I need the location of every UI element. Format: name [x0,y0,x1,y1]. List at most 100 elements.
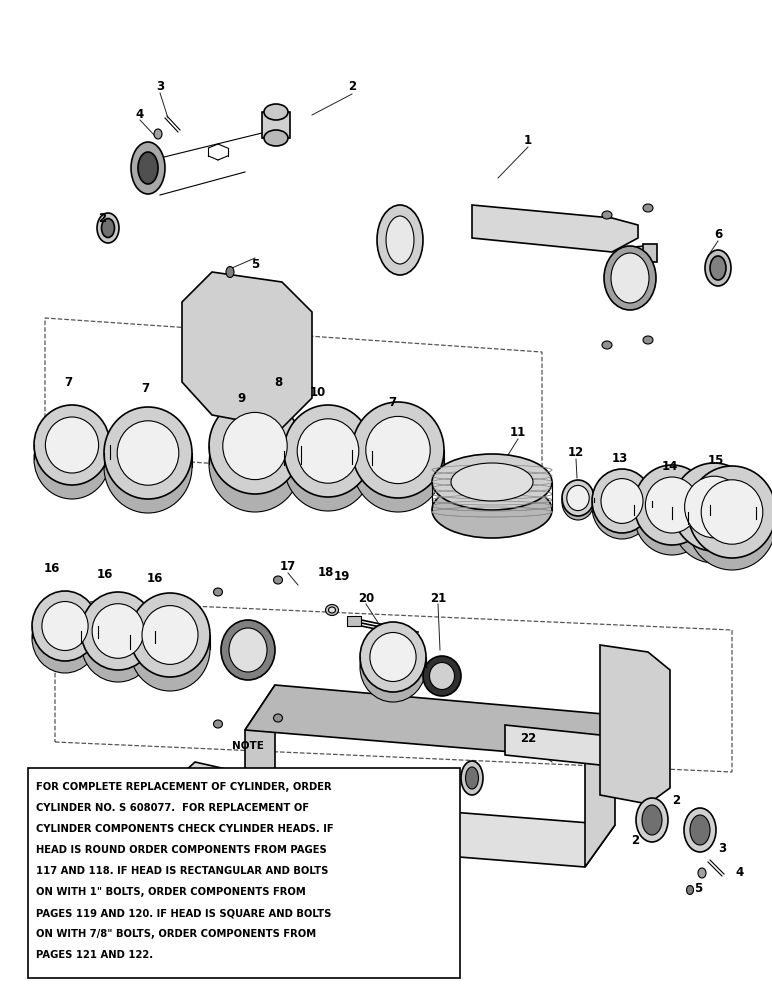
Ellipse shape [643,204,653,212]
Ellipse shape [297,419,359,483]
Ellipse shape [562,480,594,516]
Text: 11: 11 [510,426,527,438]
Ellipse shape [223,412,287,480]
Ellipse shape [672,463,756,551]
Ellipse shape [386,216,414,264]
Ellipse shape [34,419,110,499]
Ellipse shape [229,628,267,672]
Text: 7: 7 [141,381,149,394]
Ellipse shape [264,104,288,120]
Ellipse shape [101,219,114,237]
Ellipse shape [366,416,430,484]
Text: 5: 5 [694,882,702,894]
Text: 7: 7 [388,395,396,408]
Text: PAGES 119 AND 120. IF HEAD IS SQUARE AND BOLTS: PAGES 119 AND 120. IF HEAD IS SQUARE AND… [36,908,331,918]
Text: 3: 3 [156,81,164,94]
Bar [262,112,290,138]
Ellipse shape [461,761,483,795]
Text: PAGES 121 AND 122.: PAGES 121 AND 122. [36,950,153,960]
Ellipse shape [209,416,301,512]
Text: HEAD IS ROUND ORDER COMPONENTS FROM PAGES: HEAD IS ROUND ORDER COMPONENTS FROM PAGE… [36,845,327,855]
Ellipse shape [226,266,234,277]
Text: 14: 14 [662,460,678,473]
Text: 10: 10 [310,386,326,399]
Text: NOTE: NOTE [232,741,264,751]
Ellipse shape [705,250,731,286]
Ellipse shape [97,213,119,243]
Ellipse shape [611,253,649,303]
Ellipse shape [326,604,338,615]
Ellipse shape [352,416,444,512]
Ellipse shape [81,604,155,682]
Ellipse shape [688,478,772,570]
Ellipse shape [592,469,652,533]
Ellipse shape [32,603,98,673]
Ellipse shape [117,421,179,485]
Ellipse shape [131,142,165,194]
Ellipse shape [604,246,656,310]
Ellipse shape [273,714,283,722]
Bar [347,616,361,626]
Polygon shape [472,205,638,252]
Ellipse shape [701,480,763,544]
Ellipse shape [423,656,461,696]
Text: 3: 3 [718,842,726,854]
Polygon shape [245,798,615,867]
Text: 16: 16 [147,572,163,584]
Ellipse shape [688,466,772,558]
Ellipse shape [370,633,416,682]
Ellipse shape [634,475,710,555]
Ellipse shape [46,417,99,473]
Text: 22: 22 [520,732,536,744]
Text: 5: 5 [251,258,259,271]
Ellipse shape [643,336,653,344]
Ellipse shape [329,607,336,613]
Ellipse shape [690,815,710,845]
Text: 2: 2 [98,212,106,225]
Ellipse shape [130,593,210,677]
Polygon shape [245,685,615,758]
Polygon shape [182,272,312,428]
Text: 4: 4 [736,865,744,879]
Ellipse shape [142,606,198,664]
Ellipse shape [377,205,423,275]
Text: 12: 12 [568,446,584,458]
Text: 13: 13 [612,452,628,464]
Text: 7: 7 [64,375,72,388]
Text: 18: 18 [318,566,334,578]
Ellipse shape [34,405,110,485]
Bar [28,768,460,978]
Ellipse shape [104,421,192,513]
Text: ON WITH 7/8" BOLTS, ORDER COMPONENTS FROM: ON WITH 7/8" BOLTS, ORDER COMPONENTS FRO… [36,929,316,939]
Ellipse shape [221,620,275,680]
Ellipse shape [32,591,98,661]
Ellipse shape [642,805,662,835]
Text: FOR COMPLETE REPLACEMENT OF CYLINDER, ORDER: FOR COMPLETE REPLACEMENT OF CYLINDER, OR… [36,782,332,792]
Text: 9: 9 [238,391,246,404]
Ellipse shape [672,475,756,563]
Bar [643,244,657,262]
Ellipse shape [360,622,426,692]
Text: 16: 16 [44,562,60,574]
Text: 2: 2 [631,834,639,846]
Ellipse shape [601,479,643,523]
Text: 20: 20 [358,591,374,604]
Ellipse shape [451,463,533,501]
Text: 6: 6 [714,229,722,241]
Ellipse shape [645,477,699,533]
Ellipse shape [432,482,552,538]
Text: 4: 4 [136,108,144,121]
Text: 1: 1 [524,133,532,146]
Text: CYLINDER NO. S 608077.  FOR REPLACEMENT OF: CYLINDER NO. S 608077. FOR REPLACEMENT O… [36,803,309,813]
Ellipse shape [81,592,155,670]
Ellipse shape [284,405,372,497]
Polygon shape [585,715,615,867]
Ellipse shape [466,767,479,789]
Ellipse shape [429,662,455,690]
Ellipse shape [209,398,301,494]
Ellipse shape [698,868,706,878]
Polygon shape [148,762,310,892]
Text: 16: 16 [96,568,113,580]
Text: ON WITH 1" BOLTS, ORDER COMPONENTS FROM: ON WITH 1" BOLTS, ORDER COMPONENTS FROM [36,887,306,897]
Ellipse shape [264,130,288,146]
